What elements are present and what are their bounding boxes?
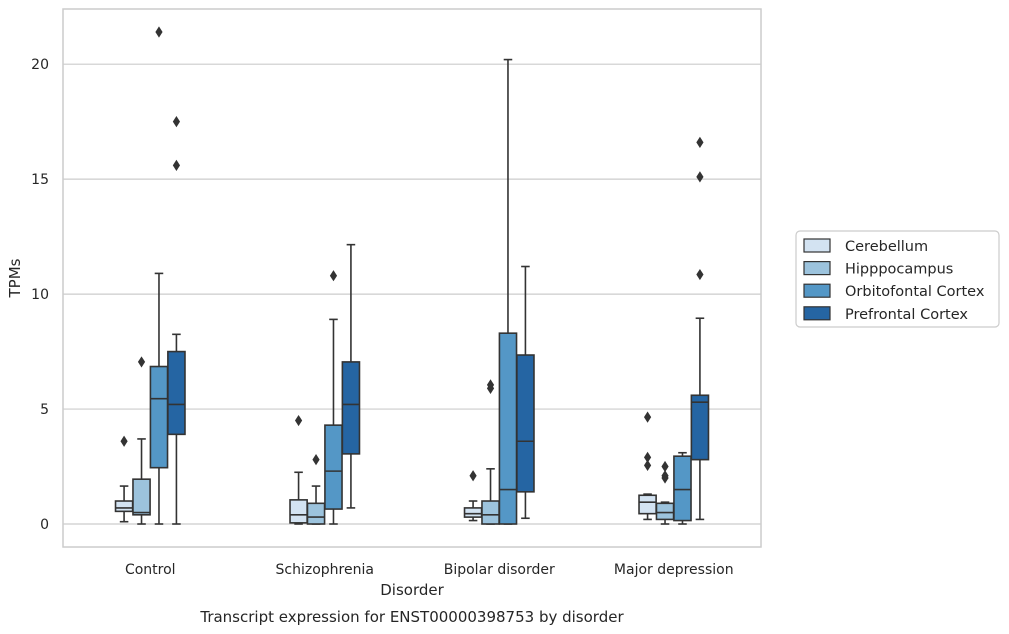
legend-swatch [803,306,831,321]
box-iqr [167,350,186,436]
box-series [114,26,710,525]
outlier-point [172,116,181,128]
y-tick-label: 5 [40,402,49,418]
box-iqr [463,507,483,518]
box-cerebellum [463,470,483,522]
y-tick-label: 15 [31,172,49,188]
legend-label: Prefrontal Cortex [845,307,968,323]
box-cerebellum [114,435,134,523]
legend-swatch [803,238,831,253]
y-tick-label: 10 [31,287,49,303]
box-hipppocampus [306,454,326,525]
box-prefrontal-cortex [516,265,535,520]
box-iqr [114,500,134,513]
outlier-point [486,379,495,391]
outlier-point [696,268,704,281]
outlier-point [643,459,652,471]
box-hipppocampus [481,379,500,525]
box-orbitofontal-cortex [673,451,692,525]
x-tick-label: Bipolar disorder [444,562,555,578]
x-axis-ticks: Control Schizophrenia Bipolar disorder Majo… [125,562,734,578]
box-iqr [306,502,326,525]
box-prefrontal-cortex [690,136,710,521]
box-hipppocampus [655,460,675,525]
legend-label: Hipppocampus [845,262,953,278]
box-orbitofontal-cortex [149,26,169,525]
box-iqr [638,494,657,515]
box-hipppocampus [132,356,151,525]
outlier-point [643,451,652,463]
y-tick-label: 20 [31,57,49,73]
y-axis-ticks: 0 5 10 15 20 [31,57,49,533]
y-axis-label: TPMs [6,258,24,298]
box-iqr [341,361,361,455]
legend-swatch [803,283,831,298]
y-tick-label: 0 [40,517,49,533]
box-prefrontal-cortex [167,116,186,525]
plot-area-frame [62,8,762,548]
box-cerebellum [638,411,657,521]
legend-label: Orbitofontal Cortex [845,284,985,300]
legend-label: Cerebellum [845,239,928,255]
outlier-point [661,470,669,482]
outlier-point [696,171,704,183]
outlier-point [696,136,704,148]
outlier-point [294,414,303,427]
outlier-point [172,159,181,171]
outlier-point [120,435,128,447]
x-tick-label: Control [125,562,176,578]
outlier-point [155,26,163,38]
box-iqr [498,332,518,525]
chart-caption: Transcript expression for ENST0000039875… [199,608,624,626]
x-axis-label: Disorder [380,581,444,599]
x-tick-label: Schizophrenia [276,562,374,578]
box-iqr [690,394,710,461]
box-iqr [673,455,692,522]
outlier-point [329,270,338,282]
outlier-point [312,454,320,466]
box-iqr [132,478,151,516]
box-cerebellum [289,414,308,525]
box-iqr [149,365,169,469]
box-iqr [324,424,343,510]
legend: Cerebellum Hipppocampus Orbitofontal Corte… [795,230,1000,328]
outlier-point [137,356,146,368]
box-iqr [481,500,500,525]
x-tick-label: Major depression [614,562,734,578]
legend-swatch [803,261,831,276]
box-iqr [516,354,535,493]
legend-box [795,230,1000,328]
outlier-point [661,460,669,473]
box-orbitofontal-cortex [324,270,343,525]
box-iqr [655,502,675,521]
outlier-point [469,470,477,482]
outlier-point [643,411,652,423]
box-iqr [289,499,308,524]
box-orbitofontal-cortex [498,58,518,525]
box-prefrontal-cortex [341,243,361,509]
